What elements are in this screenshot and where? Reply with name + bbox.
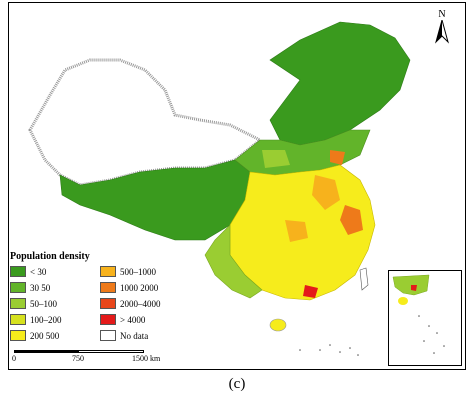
legend-label: 30 50 bbox=[30, 282, 51, 293]
northeast-region bbox=[269, 21, 411, 146]
legend-item: 1000 2000 bbox=[100, 281, 200, 294]
lightgreen-patch bbox=[262, 150, 290, 168]
legend-swatch bbox=[100, 282, 116, 293]
hainan-island bbox=[269, 318, 287, 332]
legend-item: 50–100 bbox=[10, 297, 100, 310]
scale-label-0: 0 bbox=[12, 354, 16, 363]
orange-patch-2 bbox=[340, 205, 363, 235]
legend-label: 200 500 bbox=[30, 330, 60, 341]
legend-item: 2000–4000 bbox=[100, 297, 200, 310]
legend-swatch bbox=[10, 298, 26, 309]
legend-label: 1000 2000 bbox=[120, 282, 159, 293]
legend-swatch bbox=[10, 282, 26, 293]
legend-item: 200 500 bbox=[10, 329, 100, 342]
legend-label: > 4000 bbox=[120, 314, 146, 325]
legend-item: 500–1000 bbox=[100, 265, 200, 278]
south-islands bbox=[299, 344, 359, 356]
orange-patch-4 bbox=[330, 150, 345, 165]
scale-label-750: 750 bbox=[72, 354, 84, 363]
north-arrow-icon bbox=[435, 18, 449, 44]
legend-item: 30 50 bbox=[10, 281, 100, 294]
legend-label: 50–100 bbox=[30, 298, 57, 309]
figure-caption: (c) bbox=[228, 376, 246, 392]
legend: Population density < 30 500–1000 30 50 1000… bbox=[10, 251, 210, 342]
legend-swatch bbox=[100, 330, 116, 341]
north-arrow: N bbox=[432, 10, 452, 46]
legend-item: < 30 bbox=[10, 265, 100, 278]
legend-item: > 4000 bbox=[100, 313, 200, 326]
legend-label: 500–1000 bbox=[120, 266, 156, 277]
legend-title: Population density bbox=[10, 251, 90, 262]
legend-swatch bbox=[100, 298, 116, 309]
scale-label-1500: 1500 km bbox=[132, 354, 161, 363]
orange-patch-1 bbox=[312, 175, 340, 210]
legend-label: < 30 bbox=[30, 266, 47, 277]
red-patch-1 bbox=[303, 285, 318, 298]
east-light-region bbox=[204, 224, 263, 299]
legend-swatch bbox=[100, 266, 116, 277]
legend-grid: < 30 500–1000 30 50 1000 2000 50–100 2000–400… bbox=[10, 265, 210, 342]
north-label: N bbox=[438, 9, 446, 20]
legend-item: 100–200 bbox=[10, 313, 100, 326]
scale-bar: 0 750 1500 km bbox=[12, 344, 184, 366]
legend-swatch bbox=[10, 330, 26, 341]
legend-swatch bbox=[10, 314, 26, 325]
legend-label: 100–200 bbox=[30, 314, 62, 325]
legend-swatch bbox=[10, 266, 26, 277]
orange-patch-3 bbox=[285, 220, 308, 242]
legend-swatch bbox=[100, 314, 116, 325]
legend-item: No data bbox=[100, 329, 200, 342]
legend-label: 2000–4000 bbox=[120, 298, 161, 309]
taiwan-island bbox=[359, 267, 369, 291]
legend-label: No data bbox=[120, 330, 149, 341]
scale-bar-line bbox=[14, 350, 144, 353]
south-china-sea-inset bbox=[388, 270, 462, 366]
